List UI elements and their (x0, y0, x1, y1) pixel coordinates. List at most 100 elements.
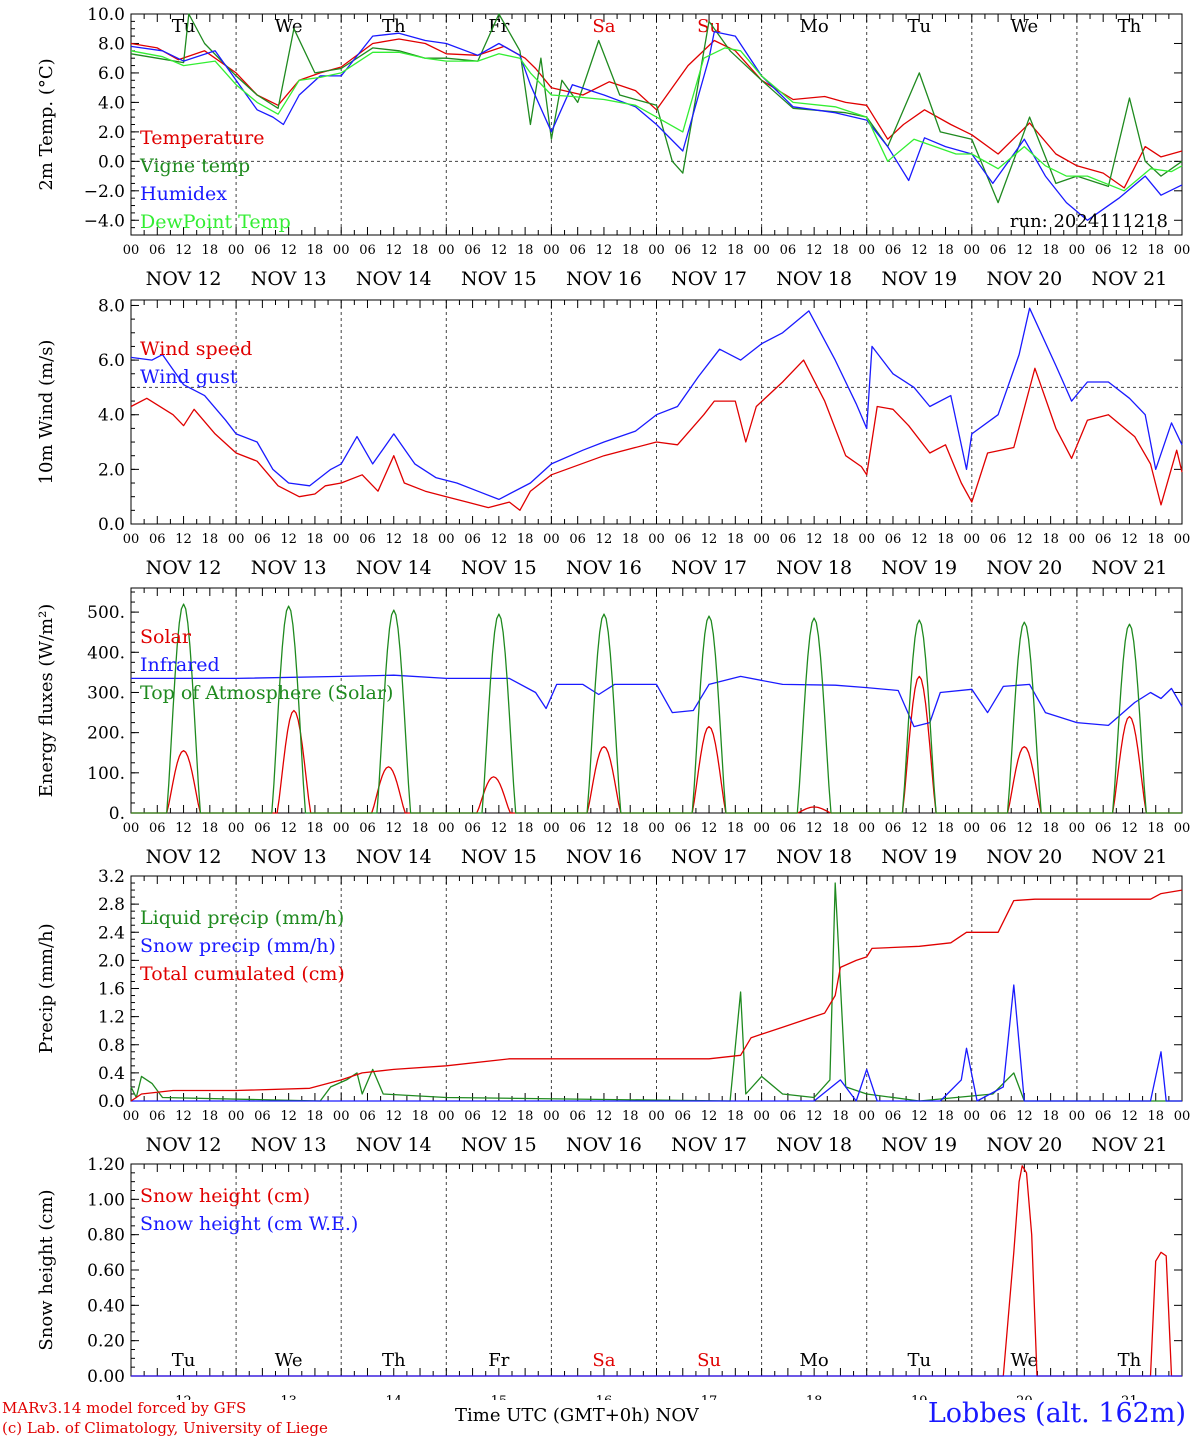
hour-tick-label: 00 (438, 532, 455, 547)
series-line-humidex (130, 31, 1183, 221)
weekday-label: Su (697, 1350, 721, 1371)
hour-tick-label: 12 (701, 1109, 718, 1124)
panel-5: 0.00 0.20 0.40 0.60 0.80 1.00 1.20 Snow height … (36, 1155, 1183, 1400)
date-label: NOV 20 (986, 557, 1062, 579)
weekday-label: Sa (592, 1350, 615, 1371)
weekday-label: We (1011, 1350, 1039, 1371)
hour-tick-label: 06 (675, 821, 692, 836)
hour-tick-label: 06 (885, 821, 902, 836)
hour-tick-label: 18 (622, 243, 639, 258)
series-group (130, 882, 1183, 1102)
hour-tick-label: 00 (228, 532, 245, 547)
hour-tick-label: 00 (438, 1109, 455, 1124)
y-tick-label: 4.0 (98, 406, 125, 426)
hour-tick-label: 12 (1121, 243, 1138, 258)
hour-tick-label: 18 (412, 243, 429, 258)
y-tick-label: 8.0 (98, 296, 125, 316)
hour-tick-label: 12 (596, 821, 613, 836)
hour-tick-label: 06 (359, 532, 376, 547)
weekday-label: Tu (907, 16, 931, 37)
hour-tick-label: 18 (727, 821, 744, 836)
hour-tick-label: 00 (333, 532, 350, 547)
y-axis-label: 2m Temp. (°C) (36, 58, 57, 190)
date-label: NOV 12 (146, 846, 222, 868)
date-label: NOV 18 (776, 557, 852, 579)
hour-tick-label: 12 (175, 1109, 192, 1124)
hour-tick-label: 12 (701, 532, 718, 547)
hour-tick-label: 12 (385, 821, 402, 836)
panel-4: 0.0 0.4 0.8 1.2 1.6 2.0 2.4 2.8 3.2 Precip (mm/h)… (36, 867, 1190, 1156)
hour-tick-label: 06 (1095, 243, 1112, 258)
y-tick-label: 1.00 (87, 1190, 125, 1210)
hour-tick-label: 18 (832, 532, 849, 547)
weekday-label: Th (382, 1350, 406, 1371)
hour-tick-label: 18 (412, 532, 429, 547)
hour-tick-label: 00 (753, 1109, 770, 1124)
series-group (130, 307, 1183, 511)
y-tick-label: 0.40 (87, 1296, 125, 1316)
hour-tick-label: 00 (753, 243, 770, 258)
weekday-label: Tu (907, 1350, 931, 1371)
hour-tick-label: 00 (123, 532, 140, 547)
y-tick-label: 2.0 (98, 951, 125, 971)
day-number-label: 12 (175, 1394, 192, 1400)
date-label: NOV 21 (1092, 1134, 1168, 1156)
hour-tick-label: 18 (1147, 532, 1164, 547)
hour-tick-label: 18 (727, 532, 744, 547)
hour-tick-label: 18 (937, 532, 954, 547)
hour-tick-label: 00 (964, 532, 981, 547)
y-tick-label: 400. (87, 643, 125, 663)
series-line-total-cumulated-cm- (130, 889, 1183, 1102)
hour-tick-label: 00 (438, 243, 455, 258)
date-label: NOV 20 (986, 1134, 1062, 1156)
hour-tick-label: 06 (990, 532, 1007, 547)
hour-tick-label: 06 (990, 821, 1007, 836)
hour-tick-label: 18 (832, 821, 849, 836)
hour-tick-label: 18 (622, 532, 639, 547)
y-tick-label: 200. (87, 724, 125, 744)
date-label: NOV 13 (251, 557, 327, 579)
hour-tick-label: 12 (175, 821, 192, 836)
hour-tick-label: 12 (491, 532, 508, 547)
weekday-label: Tu (172, 16, 196, 37)
hour-tick-label: 18 (202, 1109, 219, 1124)
hour-tick-label: 06 (464, 243, 481, 258)
run-annotation: run: 2024111218 (1010, 211, 1168, 232)
legend-entry: Temperature (140, 127, 264, 149)
hour-tick-label: 12 (1121, 1109, 1138, 1124)
hour-tick-label: 06 (780, 243, 797, 258)
hour-tick-label: 00 (753, 821, 770, 836)
series-group (131, 603, 1183, 814)
legend-entry: DewPoint Temp (140, 211, 291, 233)
hour-tick-label: 12 (911, 532, 928, 547)
series-group (131, 1165, 1182, 1377)
day-number-label: 15 (491, 1394, 508, 1400)
series-line-top-of-atmosphere-solar- (131, 603, 1182, 814)
hour-tick-label: 12 (175, 532, 192, 547)
date-label: NOV 13 (251, 268, 327, 290)
hour-tick-label: 18 (1042, 532, 1059, 547)
time-axis-month: NOV (655, 1405, 699, 1426)
hour-tick-label: 06 (359, 821, 376, 836)
y-tick-label: 0.0 (98, 515, 125, 535)
y-axis-label: Snow height (cm) (36, 1189, 57, 1350)
legend-entry: Wind speed (140, 338, 252, 360)
date-label: NOV 15 (461, 557, 537, 579)
y-tick-label: 0.80 (87, 1226, 125, 1246)
y-axis-label: Energy fluxes (W/m²) (36, 604, 57, 798)
hour-tick-label: 00 (438, 821, 455, 836)
hour-tick-label: 00 (648, 243, 665, 258)
hour-tick-label: 00 (648, 821, 665, 836)
hour-tick-label: 00 (648, 1109, 665, 1124)
weekday-label: Fr (488, 1350, 509, 1371)
legend-entry: Wind gust (140, 366, 238, 388)
weekday-label: Sa (592, 16, 615, 37)
date-label: NOV 19 (881, 1134, 957, 1156)
hour-tick-label: 06 (885, 532, 902, 547)
hour-tick-label: 06 (149, 243, 166, 258)
hour-tick-label: 00 (964, 243, 981, 258)
date-label: NOV 14 (356, 557, 432, 579)
hour-tick-label: 06 (464, 821, 481, 836)
hour-tick-label: 06 (464, 1109, 481, 1124)
hour-tick-label: 00 (753, 532, 770, 547)
